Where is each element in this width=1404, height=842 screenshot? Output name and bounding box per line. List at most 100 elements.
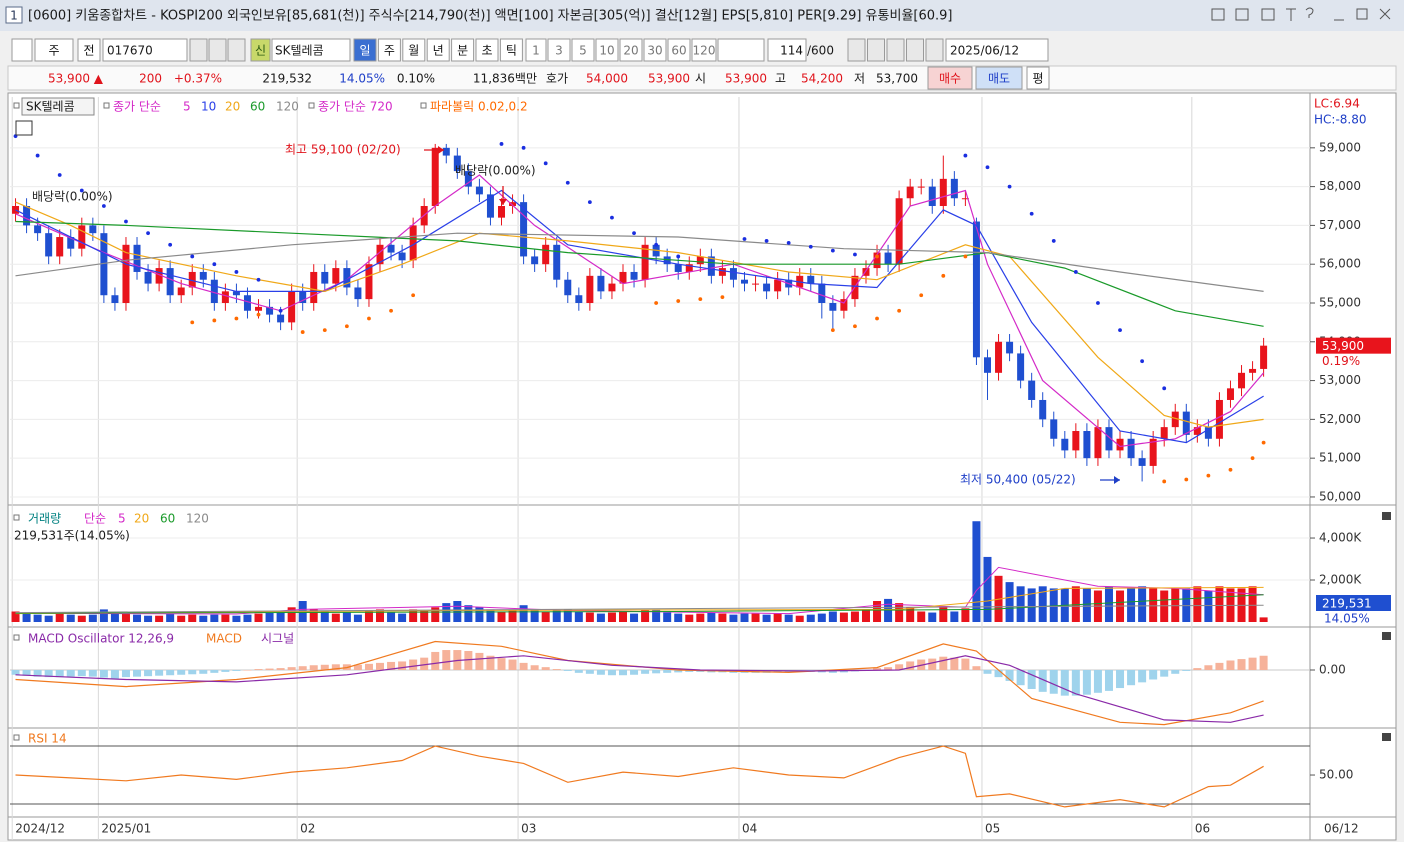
candle-body: [995, 341, 1003, 373]
oscillator-bar: [110, 670, 119, 679]
interval-button-box[interactable]: [426, 38, 450, 62]
count-select[interactable]: [717, 38, 765, 62]
tool-icon[interactable]: [925, 38, 944, 62]
oscillator-bar: [77, 670, 86, 677]
interval-button-box[interactable]: [377, 38, 401, 62]
volume-bar: [729, 614, 738, 622]
tool-icon[interactable]: [886, 38, 905, 62]
oscillator-bar: [420, 657, 429, 670]
candle-body: [1182, 411, 1190, 435]
view-button-box[interactable]: [77, 38, 101, 62]
volume-bar: [77, 615, 86, 622]
interval-button[interactable]: 월: [408, 44, 419, 58]
moving-average: [15, 189, 1264, 444]
tool-icon[interactable]: [847, 38, 866, 62]
candle-body: [498, 206, 506, 218]
code-input[interactable]: [102, 38, 188, 62]
interval-button[interactable]: 주: [384, 44, 395, 58]
count-button-box[interactable]: [571, 38, 595, 62]
tool-icon[interactable]: [189, 38, 208, 62]
moving-average: [15, 201, 1264, 428]
label: 호가: [546, 72, 568, 86]
interval-button[interactable]: 년: [433, 44, 444, 58]
label: 2024/12: [15, 822, 65, 836]
legend-marker: [13, 102, 20, 109]
candle-body: [1204, 427, 1212, 439]
name-box[interactable]: [271, 38, 351, 62]
count-button[interactable]: 20: [623, 44, 638, 58]
count-button[interactable]: 5: [579, 44, 587, 58]
buy-button-box[interactable]: [927, 66, 973, 90]
new-button-box[interactable]: [250, 38, 271, 62]
count-button[interactable]: 10: [599, 44, 614, 58]
label: 219,532: [262, 72, 312, 86]
toolbar-icon: [11, 38, 33, 62]
tool-icon[interactable]: [867, 38, 885, 62]
interval-button-box[interactable]: [353, 38, 377, 62]
interval-button[interactable]: 틱: [506, 44, 517, 58]
interval-button[interactable]: 분: [457, 44, 468, 58]
oscillator-bar: [1259, 655, 1268, 670]
count-button-box[interactable]: [525, 38, 547, 62]
tool-icon[interactable]: [227, 38, 246, 62]
sar-dot: [830, 328, 835, 333]
buy-button[interactable]: 매수: [939, 72, 961, 86]
count-button[interactable]: 60: [671, 44, 686, 58]
tool-icon[interactable]: [906, 38, 924, 62]
count-button-box[interactable]: [547, 38, 571, 62]
panel-button[interactable]: [1382, 733, 1391, 741]
volume-bar: [265, 612, 274, 622]
volume-bar: [232, 615, 241, 622]
count-button[interactable]: 120: [693, 44, 716, 58]
view-button[interactable]: 전: [83, 44, 94, 58]
period-select-box[interactable]: [34, 38, 74, 62]
label: 최저 50,400 (05/22): [960, 473, 1076, 487]
label: 50.00: [1319, 768, 1353, 782]
count-button-box[interactable]: [643, 38, 667, 62]
bars-box[interactable]: [767, 38, 807, 62]
label: 2025/06/12: [950, 44, 1019, 58]
count-button[interactable]: 30: [647, 44, 662, 58]
sar-dot: [1261, 440, 1266, 445]
count-button-box[interactable]: [619, 38, 643, 62]
count-button[interactable]: 1: [532, 44, 540, 58]
sell-button[interactable]: 매도: [988, 72, 1010, 86]
volume-average: [15, 594, 1264, 614]
candle-body: [1127, 438, 1135, 459]
new-button[interactable]: 신: [255, 44, 266, 58]
average-button-box[interactable]: [1026, 66, 1050, 90]
average-button[interactable]: 평: [1032, 72, 1043, 86]
candle-body: [597, 275, 605, 292]
date-box[interactable]: [945, 38, 1049, 62]
interval-button-box[interactable]: [499, 38, 523, 62]
window-icons: [1211, 7, 1391, 21]
tool-icon[interactable]: [208, 38, 227, 62]
interval-button-box[interactable]: [475, 38, 499, 62]
count-button-box[interactable]: [691, 38, 717, 62]
candle-body: [89, 225, 97, 234]
interval-button[interactable]: 일: [359, 44, 370, 58]
interval-button-box[interactable]: [402, 38, 426, 62]
interval-button-box[interactable]: [451, 38, 475, 62]
oscillator-bar: [1182, 670, 1191, 671]
sar-dot: [168, 242, 173, 247]
count-button-box[interactable]: [595, 38, 619, 62]
count-button-box[interactable]: [667, 38, 691, 62]
count-button[interactable]: 3: [555, 44, 563, 58]
volume-bar: [420, 610, 429, 622]
volume-bar: [475, 607, 484, 622]
oscillator-bar: [1138, 670, 1147, 683]
interval-button[interactable]: 초: [481, 44, 492, 58]
sar-dot: [1118, 328, 1122, 333]
oscillator-bar: [873, 668, 882, 670]
oscillator-bar: [1171, 670, 1180, 674]
label: 120: [276, 100, 299, 114]
sell-button-box[interactable]: [975, 66, 1023, 90]
sar-dot: [1206, 473, 1211, 478]
panel-button[interactable]: [1382, 632, 1391, 640]
oscillator-bar: [884, 667, 893, 670]
panel-button[interactable]: [1382, 512, 1391, 520]
period-select[interactable]: 주: [48, 44, 59, 58]
candle-body: [1028, 380, 1036, 400]
candle-body: [475, 186, 483, 195]
